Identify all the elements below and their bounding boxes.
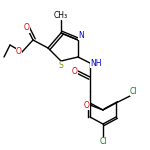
Text: Cl: Cl — [130, 87, 138, 96]
Text: O: O — [16, 48, 22, 57]
Text: N: N — [78, 31, 84, 40]
Text: NH: NH — [90, 58, 102, 68]
Text: O: O — [24, 24, 30, 33]
Text: CH₃: CH₃ — [54, 11, 68, 20]
Text: O: O — [72, 66, 78, 75]
Text: S: S — [59, 61, 63, 70]
Text: O: O — [84, 100, 90, 109]
Text: Cl: Cl — [99, 137, 107, 146]
